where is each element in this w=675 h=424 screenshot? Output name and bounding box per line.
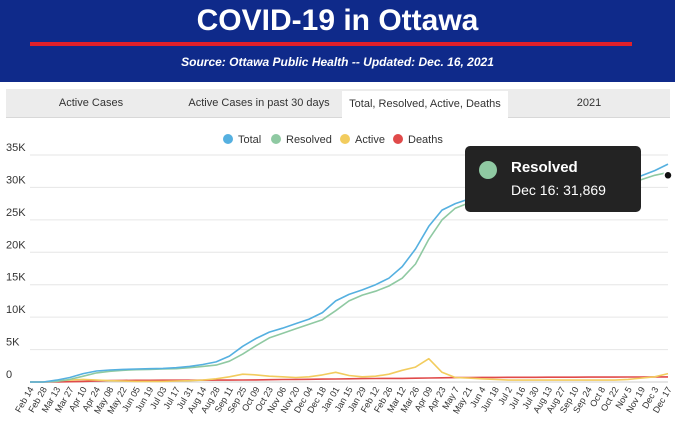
y-tick-label: 0 [6,369,12,381]
line-chart[interactable]: Total Resolved Active Deaths 0 5K 10K 15K 20K 25K… [0,118,675,424]
tab-total-resolved-active-deaths[interactable]: Total, Resolved, Active, Deaths [342,91,508,118]
legend-label-active[interactable]: Active [355,134,385,146]
legend-swatch-resolved[interactable] [271,134,281,144]
header-banner: COVID-19 in Ottawa Source: Ottawa Public… [0,0,675,82]
legend-swatch-deaths[interactable] [393,134,403,144]
title-underline [30,42,632,46]
highlighted-data-point[interactable] [663,170,673,181]
chart-tooltip: Resolved Dec 16: 31,869 [465,146,641,212]
legend-label-deaths[interactable]: Deaths [408,134,443,146]
tab-active-cases[interactable]: Active Cases [58,97,124,109]
y-tick-label: 15K [6,272,26,284]
tab-active-cases-30-days[interactable]: Active Cases in past 30 days [188,97,330,109]
y-tick-label: 35K [6,142,26,154]
series-line-active[interactable] [30,357,669,383]
tooltip-series-name: Resolved [511,159,578,176]
tab-bar: Active Cases Active Cases in past 30 day… [6,89,670,118]
y-tick-label: 10K [6,304,26,316]
y-tick-label: 30K [6,174,26,186]
series-line-deaths[interactable] [30,376,668,383]
source-line: Source: Ottawa Public Health -- Updated:… [181,55,494,69]
tooltip-series-swatch [479,161,497,179]
legend-label-resolved[interactable]: Resolved [286,134,332,146]
y-tick-label: 25K [6,207,26,219]
legend-swatch-total[interactable] [223,134,233,144]
legend-label-total[interactable]: Total [238,134,261,146]
tab-2021[interactable]: 2021 [576,97,602,109]
y-tick-label: 20K [6,239,26,251]
legend-swatch-active[interactable] [340,134,350,144]
page-title: COVID-19 in Ottawa [196,4,479,37]
y-tick-label: 5K [6,337,20,349]
tooltip-value: Dec 16: 31,869 [511,182,606,198]
